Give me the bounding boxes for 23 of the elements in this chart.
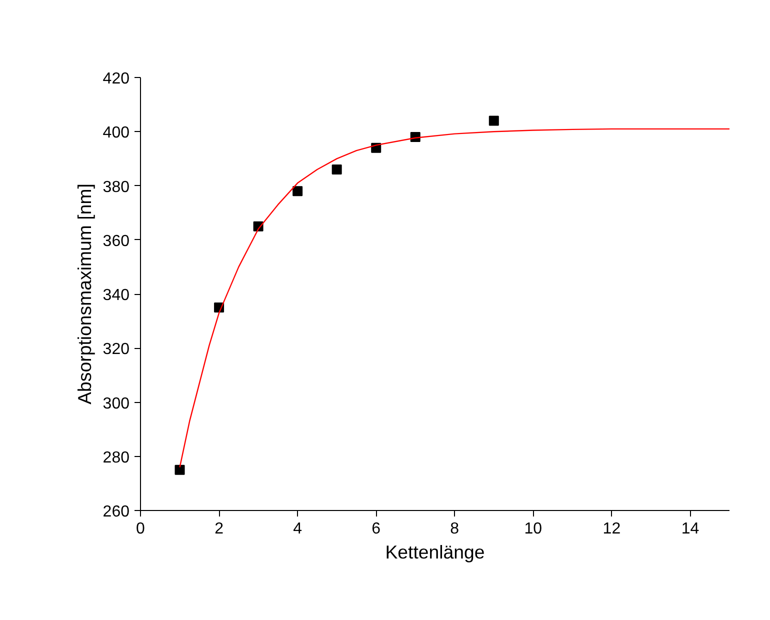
y-axis-title: Absorptionsmaximum [nm] xyxy=(74,184,95,404)
x-tick-label: 4 xyxy=(293,520,302,538)
x-tick-label: 0 xyxy=(136,520,146,538)
y-tick-label: 260 xyxy=(102,504,130,520)
y-tick-label: 400 xyxy=(102,124,130,142)
point xyxy=(292,186,303,196)
x-tick-label: 14 xyxy=(681,520,700,538)
point xyxy=(488,116,499,126)
y-tick-label: 420 xyxy=(102,70,130,88)
y-tick-label: 320 xyxy=(102,341,130,358)
x-tick-label: 10 xyxy=(524,520,542,538)
x-tick-label: 8 xyxy=(450,520,460,538)
x-axis-title: Kettenlänge xyxy=(385,542,485,562)
y-tick-label: 300 xyxy=(102,395,130,412)
x-tick-label: 6 xyxy=(372,520,381,538)
y-tick-label: 280 xyxy=(102,449,130,466)
point xyxy=(332,164,342,175)
x-tick-label: 2 xyxy=(214,520,224,538)
y-tick-label: 360 xyxy=(102,232,130,250)
point xyxy=(174,464,185,475)
x-tick-label: 12 xyxy=(602,520,621,538)
y-tick-label: 380 xyxy=(102,178,130,196)
y-tick-label: 340 xyxy=(102,287,130,304)
